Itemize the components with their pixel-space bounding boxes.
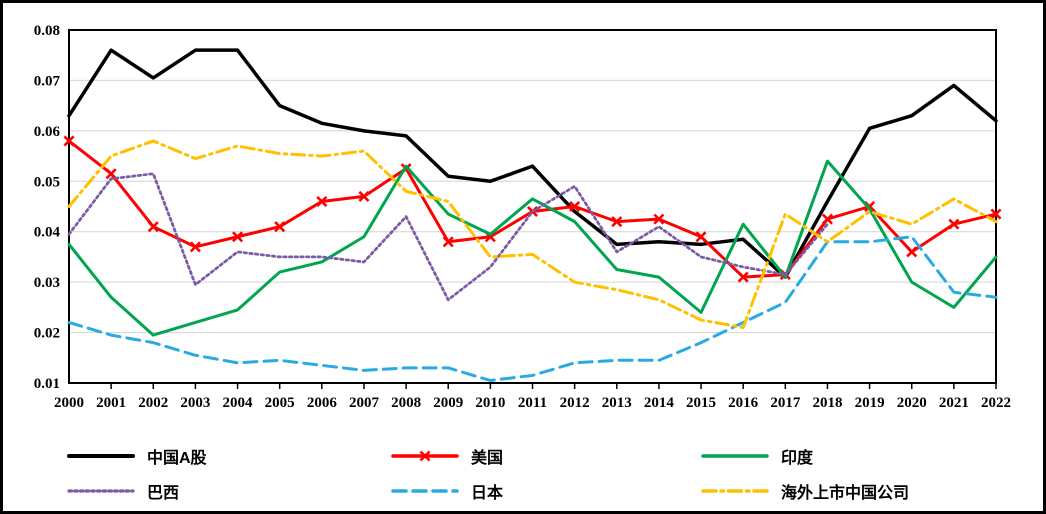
x-axis-tick-label: 2001 — [96, 395, 126, 411]
series-1-x-marker — [737, 271, 749, 283]
legend-item-japan: 日本 — [391, 479, 503, 503]
legend-sample-x-marker — [419, 450, 431, 462]
x-axis-tick-label: 2007 — [349, 395, 380, 411]
legend-item-china-a-shares: 中国A股 — [67, 444, 207, 468]
series-1-x-marker — [569, 200, 581, 213]
x-axis-tick-label: 2010 — [475, 395, 505, 411]
legend-label-brazil: 巴西 — [147, 485, 180, 502]
series-1-x-marker — [274, 221, 286, 233]
legend-item-brazil: 巴西 — [67, 479, 179, 503]
series-1-x-marker — [63, 135, 75, 147]
legend-line-sample-usa — [391, 450, 459, 462]
series-1-x-marker — [232, 231, 244, 243]
x-axis-tick-label: 2000 — [54, 395, 84, 411]
legend-item-india: 印度 — [701, 444, 813, 468]
y-axis-tick-label: 0.06 — [34, 124, 61, 140]
legend-label-china-a-shares: 中国A股 — [147, 450, 207, 467]
y-axis-tick-label: 0.04 — [34, 225, 61, 241]
x-axis-tick-label: 2004 — [223, 395, 254, 411]
legend-item-overseas-listed-chinese-companies: 海外上市中国公司 — [701, 479, 909, 503]
x-axis-tick-label: 2014 — [644, 395, 675, 411]
series-line-1 — [67, 139, 998, 279]
legend-line-sample-brazil — [67, 489, 135, 493]
x-axis-tick-label: 2019 — [855, 395, 885, 411]
x-axis-tick-label: 2016 — [728, 395, 759, 411]
series-1-x-marker — [990, 208, 1002, 220]
y-axis-tick-label: 0.07 — [34, 73, 61, 89]
series-1-x-marker — [821, 213, 833, 225]
line-chart-plot: 0.01 0.02 0.03 0.04 0.05 0.06 0.07 0.08 2000 2001… — [34, 23, 1011, 411]
series-1-x-marker — [948, 218, 960, 230]
series-line-2 — [67, 159, 998, 337]
series-line-4 — [67, 235, 998, 382]
y-axis-tick-label: 0.01 — [34, 376, 60, 392]
series-1-x-marker — [653, 213, 665, 225]
y-axis-tick-label: 0.08 — [34, 23, 60, 39]
series-1-x-marker — [695, 231, 707, 243]
y-axis-tick-label: 0.03 — [34, 275, 60, 291]
legend-label-overseas-listed-chinese-companies: 海外上市中国公司 — [781, 485, 910, 502]
series-1-x-marker — [442, 236, 454, 248]
legend-line-sample-japan — [391, 489, 459, 493]
x-axis-tick-label: 2017 — [770, 395, 801, 411]
x-axis-tick-label: 2011 — [518, 395, 547, 411]
series-1-x-marker — [147, 221, 159, 233]
x-axis-tick-label: 2018 — [812, 395, 842, 411]
series-1-x-marker — [316, 195, 328, 207]
legend-label-usa: 美国 — [471, 450, 504, 467]
series-1-x-marker — [358, 190, 370, 202]
series-line-5 — [67, 139, 998, 330]
x-axis-tick-label: 2003 — [180, 395, 210, 411]
x-axis-tick-label: 2002 — [138, 395, 168, 411]
x-axis-tick-label: 2013 — [602, 395, 632, 411]
x-axis-tick-label: 2009 — [433, 395, 463, 411]
series-1-x-marker — [906, 246, 918, 258]
x-axis-tick-label: 2022 — [981, 395, 1011, 411]
x-axis-tick-label: 2020 — [897, 395, 927, 411]
x-axis-tick-label: 2015 — [686, 395, 716, 411]
x-axis-tick-label: 2008 — [391, 395, 421, 411]
legend-line-sample-overseas-listed-chinese-companies — [701, 489, 769, 493]
legend-line-sample-china-a-shares — [67, 454, 135, 458]
x-axis-tick-label: 2021 — [939, 395, 969, 411]
series-1-x-marker — [189, 241, 201, 253]
legend-line-sample-india — [701, 454, 769, 458]
x-axis-tick-label: 2005 — [265, 395, 295, 411]
legend-item-usa: 美国 — [391, 444, 503, 468]
y-axis-tick-label: 0.02 — [34, 326, 60, 342]
y-axis-tick-label: 0.05 — [34, 174, 60, 190]
x-axis-tick-label: 2012 — [560, 395, 590, 411]
legend-label-india: 印度 — [781, 450, 814, 467]
plot-border — [68, 29, 997, 384]
series-line-3 — [67, 172, 829, 302]
series-1-x-marker — [611, 216, 623, 228]
x-axis-tick-label: 2006 — [307, 395, 338, 411]
series-1-x-marker — [105, 168, 117, 180]
legend-label-japan: 日本 — [471, 485, 504, 502]
